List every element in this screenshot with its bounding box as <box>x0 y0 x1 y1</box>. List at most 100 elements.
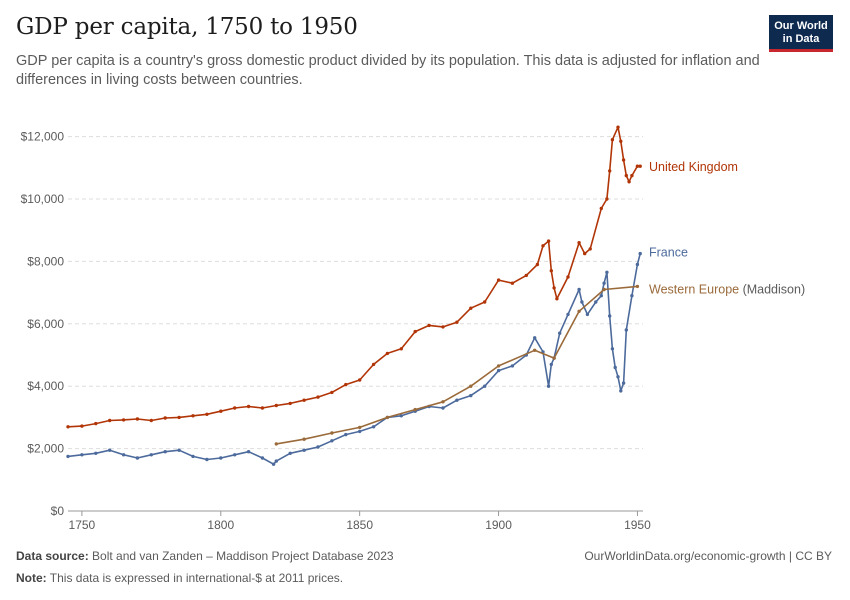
data-source-text[interactable]: Bolt and van Zanden – Maddison Project D… <box>92 549 394 563</box>
data-point <box>233 453 237 457</box>
y-tick-label: $2,000 <box>27 442 64 456</box>
data-point <box>558 331 562 335</box>
data-point <box>344 382 348 387</box>
data-point <box>577 287 581 292</box>
data-point <box>635 262 640 267</box>
data-point <box>610 347 615 351</box>
data-point <box>455 398 459 402</box>
data-point <box>288 451 292 455</box>
note-text: This data is expressed in international-… <box>49 571 344 585</box>
data-point <box>552 356 556 360</box>
data-point <box>385 351 390 356</box>
data-point <box>546 384 551 388</box>
data-point <box>66 454 70 459</box>
data-point <box>177 415 181 420</box>
data-point <box>94 451 98 455</box>
note-label: Note: <box>16 571 47 585</box>
data-point <box>483 384 487 388</box>
x-tick-label: 1800 <box>207 518 234 532</box>
data-point <box>260 456 265 460</box>
data-point <box>469 393 473 398</box>
data-point <box>627 180 631 184</box>
data-point <box>635 284 640 289</box>
data-point <box>177 448 181 452</box>
data-point <box>605 197 609 201</box>
data-point <box>135 417 140 421</box>
owid-logo[interactable]: Our World in Data <box>769 15 833 52</box>
data-point <box>121 453 126 457</box>
data-point <box>330 431 334 435</box>
data-point <box>621 381 626 385</box>
series-label: Western Europe (Maddison) <box>649 282 805 296</box>
data-point <box>302 448 306 452</box>
data-point <box>469 306 473 310</box>
data-point <box>549 269 553 273</box>
series-label: United Kingdom <box>649 160 738 174</box>
data-point <box>638 164 642 168</box>
logo-line-1: Our World <box>774 20 828 32</box>
data-point <box>496 364 501 368</box>
data-point <box>316 395 320 399</box>
data-point <box>616 375 620 379</box>
data-point <box>566 312 570 317</box>
data-point <box>246 404 251 409</box>
y-tick-label: $6,000 <box>27 317 64 331</box>
data-point <box>635 164 640 168</box>
data-point <box>302 437 306 441</box>
data-point <box>302 398 306 402</box>
data-point <box>358 378 362 382</box>
data-point <box>510 364 515 368</box>
data-point <box>630 173 634 178</box>
data-point <box>108 418 112 423</box>
data-point <box>274 459 278 463</box>
data-point <box>541 244 545 248</box>
y-tick-label: $8,000 <box>27 254 64 268</box>
data-point <box>602 281 606 285</box>
y-tick-label: $10,000 <box>21 192 65 206</box>
x-tick-label: 1750 <box>69 518 96 532</box>
data-point <box>524 273 528 278</box>
data-point <box>135 456 140 460</box>
data-point <box>605 270 609 274</box>
data-point <box>469 384 473 388</box>
x-tick-label: 1950 <box>624 518 651 532</box>
data-point <box>108 448 112 452</box>
data-point <box>271 462 276 466</box>
data-point <box>608 169 612 173</box>
series-line-2 <box>276 285 638 445</box>
data-point <box>616 125 620 129</box>
data-point <box>371 425 376 429</box>
data-point <box>580 300 584 304</box>
data-point <box>371 362 376 367</box>
data-point <box>599 294 603 298</box>
data-point <box>555 297 559 301</box>
data-point <box>510 281 515 285</box>
series-line-0 <box>67 126 641 428</box>
data-point <box>385 415 390 420</box>
data-point <box>594 300 598 304</box>
data-source: Data source: Bolt and van Zanden – Maddi… <box>16 549 394 563</box>
data-point <box>455 320 459 324</box>
x-tick-label: 1850 <box>346 518 373 532</box>
data-point <box>427 323 431 328</box>
data-point <box>246 450 251 454</box>
data-point <box>274 442 278 446</box>
chart-subtitle: GDP per capita is a country's gross dome… <box>16 53 760 88</box>
source-link[interactable]: OurWorldinData.org/economic-growth | CC … <box>584 549 832 563</box>
x-tick-label: 1900 <box>485 518 512 532</box>
y-tick-label: $0 <box>51 504 65 518</box>
data-point <box>619 139 623 143</box>
data-point <box>66 425 70 429</box>
data-point <box>344 432 348 437</box>
data-point <box>533 348 537 352</box>
data-point <box>274 403 278 408</box>
data-point <box>121 418 126 422</box>
data-point <box>413 329 417 334</box>
data-point <box>621 158 626 162</box>
data-point <box>483 300 487 304</box>
data-point <box>399 347 403 351</box>
data-point <box>80 453 84 457</box>
data-point <box>577 309 581 313</box>
data-point <box>260 406 265 410</box>
data-point <box>610 138 615 142</box>
